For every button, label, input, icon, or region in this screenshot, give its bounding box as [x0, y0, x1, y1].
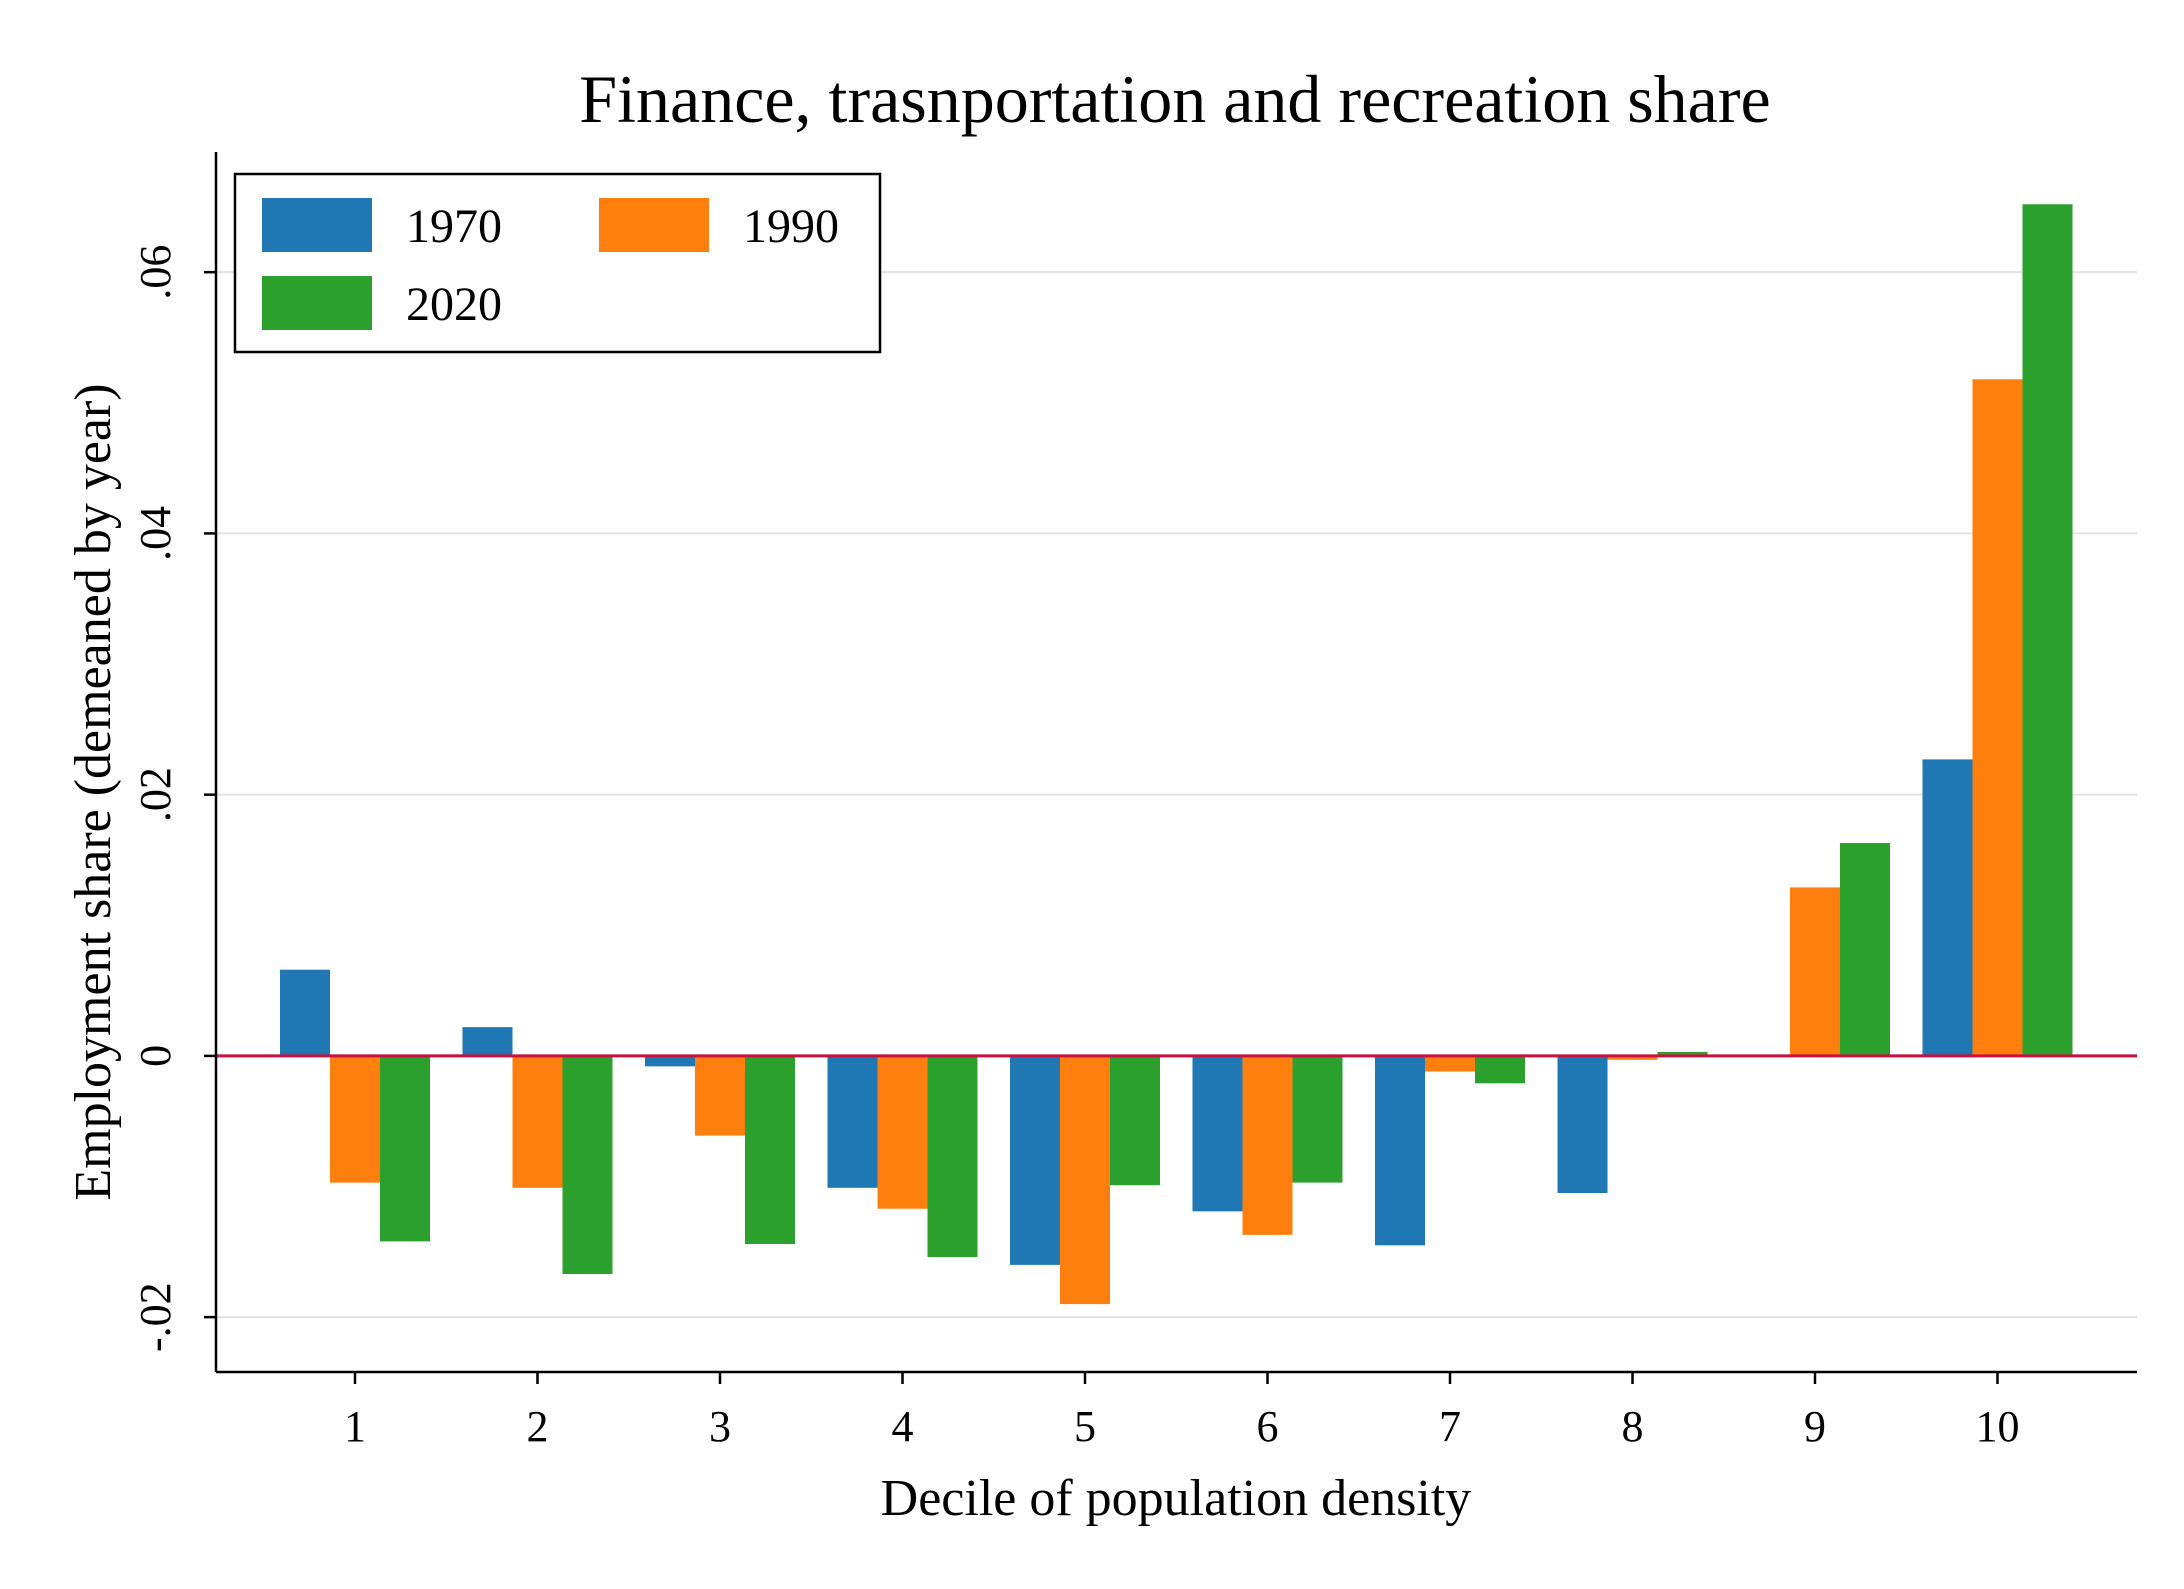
legend-label-1990: 1990 [743, 200, 839, 253]
bar-2020-decile-3 [745, 1055, 795, 1244]
gridlines [216, 271, 2137, 1319]
bar-1970-decile-10 [1922, 759, 1973, 1056]
x-tick-label: 5 [1074, 1402, 1096, 1451]
bar-1990-decile-3 [695, 1055, 745, 1136]
x-axis-label: Decile of population density [881, 1470, 1472, 1527]
x-tick-label: 9 [1804, 1402, 1826, 1451]
y-tick-label: .06 [131, 245, 180, 300]
legend-swatch-1970 [262, 198, 372, 252]
bar-1990-decile-2 [512, 1055, 563, 1188]
y-tick-label: .02 [131, 767, 180, 822]
bar-1970-decile-2 [462, 1027, 513, 1056]
legend-swatch-2020 [262, 276, 372, 330]
x-tick-label: 10 [1976, 1402, 2020, 1451]
bar-1970-decile-3 [645, 1055, 695, 1067]
bar-2020-decile-1 [380, 1055, 430, 1242]
bars [280, 204, 2073, 1305]
y-tick-label: .04 [131, 506, 180, 561]
chart-title: Finance, trasnportation and recreation s… [579, 61, 1770, 137]
y-tick-label: 0 [131, 1045, 180, 1067]
bar-1990-decile-8 [1607, 1055, 1658, 1060]
bar-2020-decile-7 [1475, 1055, 1525, 1084]
bar-2020-decile-5 [1110, 1055, 1160, 1186]
y-axis-label: Employment share (demeaned by year) [65, 383, 122, 1200]
legend: 1970 1990 2020 [233, 172, 882, 354]
bar-1990-decile-7 [1425, 1055, 1475, 1072]
bar-1990-decile-6 [1242, 1055, 1293, 1235]
bar-1990-decile-10 [1972, 379, 2023, 1056]
bar-2020-decile-6 [1292, 1055, 1343, 1183]
x-ticks: 1 2 3 4 5 6 7 8 9 10 [344, 1372, 2020, 1451]
bar-1990-decile-5 [1060, 1055, 1110, 1305]
x-tick-label: 6 [1257, 1402, 1279, 1451]
x-tick-label: 8 [1622, 1402, 1644, 1451]
bar-1970-decile-4 [827, 1055, 878, 1188]
bar-1970-decile-1 [280, 969, 330, 1056]
x-tick-label: 2 [527, 1402, 549, 1451]
bar-1970-decile-5 [1010, 1055, 1060, 1265]
x-tick-label: 3 [709, 1402, 731, 1451]
x-tick-label: 1 [344, 1402, 366, 1451]
bar-2020-decile-10 [2022, 204, 2073, 1056]
x-tick-label: 7 [1439, 1402, 1461, 1451]
bar-1990-decile-1 [330, 1055, 380, 1183]
bar-1990-decile-4 [877, 1055, 928, 1209]
bar-1970-decile-7 [1375, 1055, 1425, 1246]
bar-1990-decile-9 [1790, 887, 1840, 1056]
bar-2020-decile-9 [1840, 842, 1890, 1056]
legend-swatch-1990 [599, 198, 709, 252]
bar-2020-decile-8 [1657, 1051, 1708, 1056]
legend-label-1970: 1970 [406, 200, 502, 253]
legend-label-2020: 2020 [406, 278, 502, 331]
bar-2020-decile-2 [562, 1055, 613, 1275]
y-tick-label: -.02 [131, 1282, 180, 1352]
y-ticks: -.02 0 .02 .04 .06 [131, 245, 216, 1352]
bar-1970-decile-8 [1557, 1055, 1608, 1194]
bar-2020-decile-4 [927, 1055, 978, 1258]
x-tick-label: 4 [892, 1402, 914, 1451]
bar-1970-decile-6 [1192, 1055, 1243, 1212]
